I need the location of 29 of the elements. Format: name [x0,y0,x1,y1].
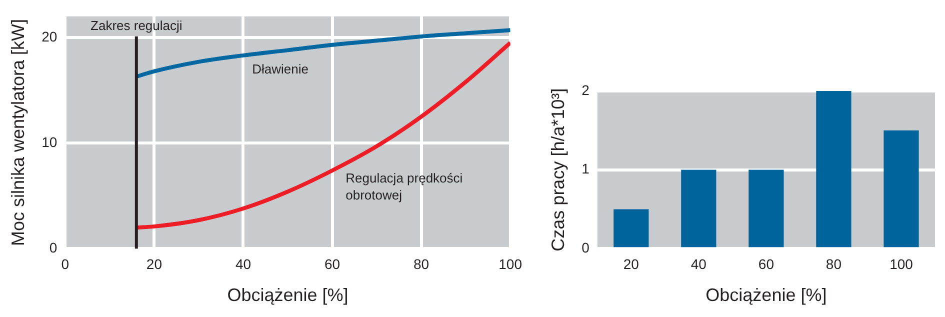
x-tick-label: 60 [758,256,774,272]
x-tick-label: 0 [61,256,70,272]
x-tick-label: 80 [826,256,842,272]
series-label: Dławienie [252,61,309,76]
y-tick-label: 1 [582,160,590,177]
bar [816,91,852,248]
x-axis-title: Obciążenie [%] [227,285,348,306]
y-tick-label: 0 [49,239,58,256]
bar [614,209,649,248]
y-tick-label: 0 [582,239,590,256]
bar [748,170,784,248]
x-tick-label: 20 [146,256,162,272]
x-tick-label: 20 [623,256,640,272]
x-tick-label: 80 [414,256,430,272]
x-tick-label: 40 [235,256,252,272]
y-tick-label: 10 [42,134,58,150]
x-tick-label: 40 [690,256,707,272]
y-tick-label: 2 [582,82,590,98]
y-tick-label: 20 [42,28,58,44]
x-tick-label: 60 [324,256,340,272]
ref-line-label: Zakres regulacji [90,18,182,33]
bar [681,170,716,248]
x-tick-label: 100 [890,256,914,272]
bar [884,130,919,248]
y-axis-title: Moc silnika wentylatora [kW] [8,18,28,246]
x-axis-title: Obciążenie [%] [706,285,827,306]
x-tick-label: 100 [498,256,522,272]
series-label: Regulacja prędkości obrotowej [346,170,463,203]
y-axis-title: Czas pracy [h/a*10³] [548,88,568,252]
